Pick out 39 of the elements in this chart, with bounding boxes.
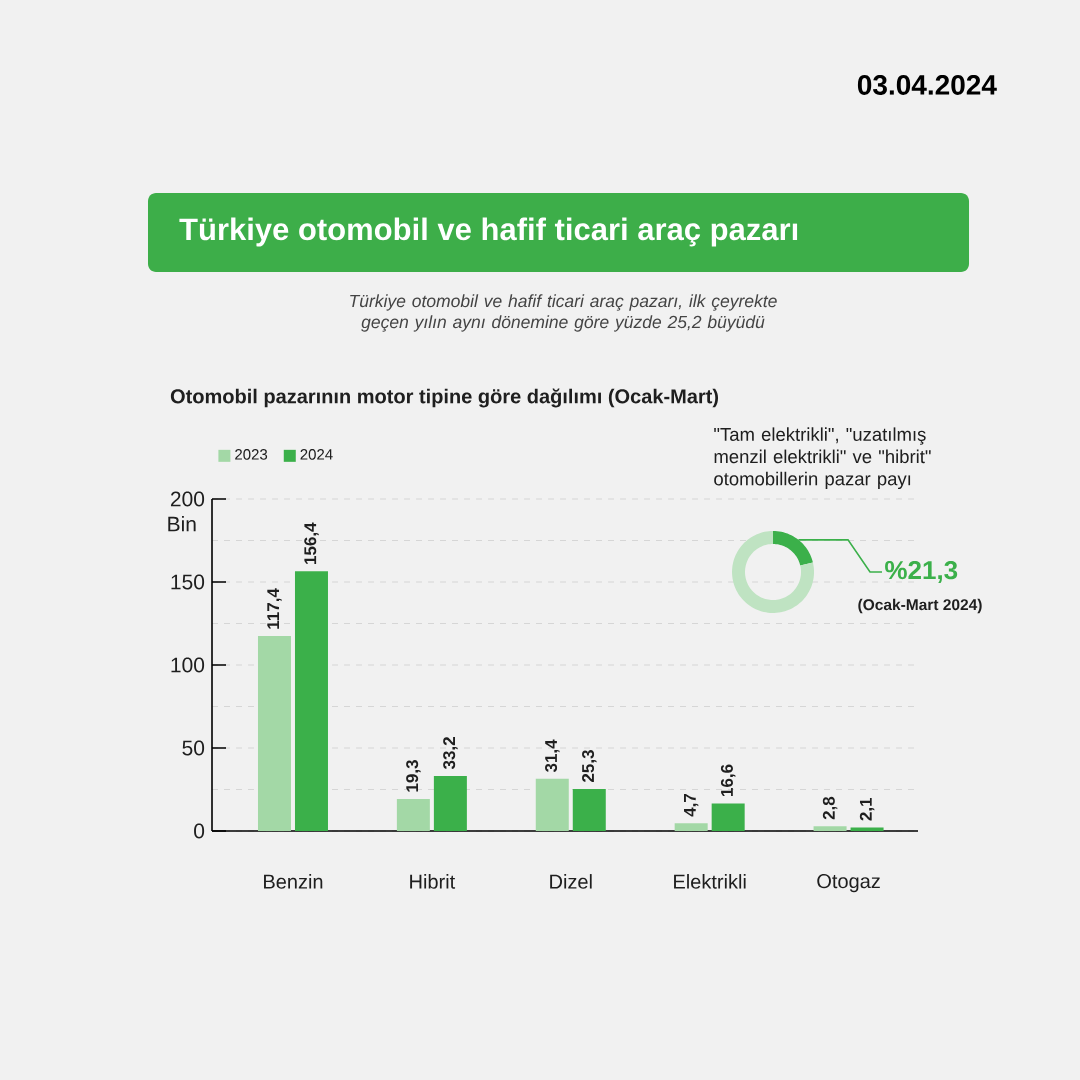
chart-subtitle: Türkiye otomobil ve hafif ticari araç pazarı, ilk çeyrekte geçen yılın aynı dönemine göre yüzde 25,2 büyüdü [350, 294, 777, 332]
x-tick-label: Benzin [264, 874, 323, 889]
x-tick-label: Elektrikli [674, 874, 746, 889]
bar [433, 775, 467, 831]
data-label: 33,2 [443, 737, 458, 770]
y-tick-label: 0 [194, 823, 205, 839]
bar [294, 571, 328, 831]
data-label: 117,4 [267, 588, 282, 629]
data-label: 19,3 [406, 760, 421, 792]
chart-title: "Tam elektrikli", "uzatılmış menzil elektrikli" ve "hibrit" otomobillerin pazar payı [714, 427, 931, 490]
y-axis-title: Bin [168, 516, 196, 532]
text: 03.04.2024 [857, 75, 997, 95]
chart-title: Türkiye otomobil ve hafif ticari araç pazarı [179, 217, 798, 247]
y-tick-label: 200 [170, 491, 205, 507]
bar [572, 789, 606, 831]
data-label: %21,3 [885, 560, 958, 584]
bar [813, 826, 847, 831]
bar [257, 636, 291, 831]
annotation: (Ocak-Mart 2024) [858, 598, 982, 614]
bar [674, 823, 708, 831]
legend-label: 2023 [235, 449, 268, 460]
data-label: 4,7 [684, 793, 699, 817]
y-tick-label: 150 [171, 574, 205, 590]
x-tick-label: Dizel [550, 874, 592, 889]
data-label: 156,4 [304, 522, 319, 564]
bar [711, 803, 745, 831]
data-label: 25,3 [582, 750, 597, 782]
data-label: 2,8 [822, 796, 838, 820]
text: Otomobil pazarının motor tipine göre dağılımı (Ocak-Mart) [170, 388, 719, 408]
bar [396, 798, 430, 831]
data-label: 2,1 [859, 797, 875, 821]
y-tick-label: 100 [171, 657, 205, 673]
legend-label: 2024 [300, 449, 333, 460]
x-tick-label: Hibrit [410, 874, 456, 889]
bar [535, 778, 569, 831]
data-label: 31,4 [545, 739, 560, 773]
x-tick-label: Otogaz [817, 874, 880, 893]
data-label: 16,6 [720, 764, 736, 796]
y-tick-label: 50 [182, 740, 205, 756]
